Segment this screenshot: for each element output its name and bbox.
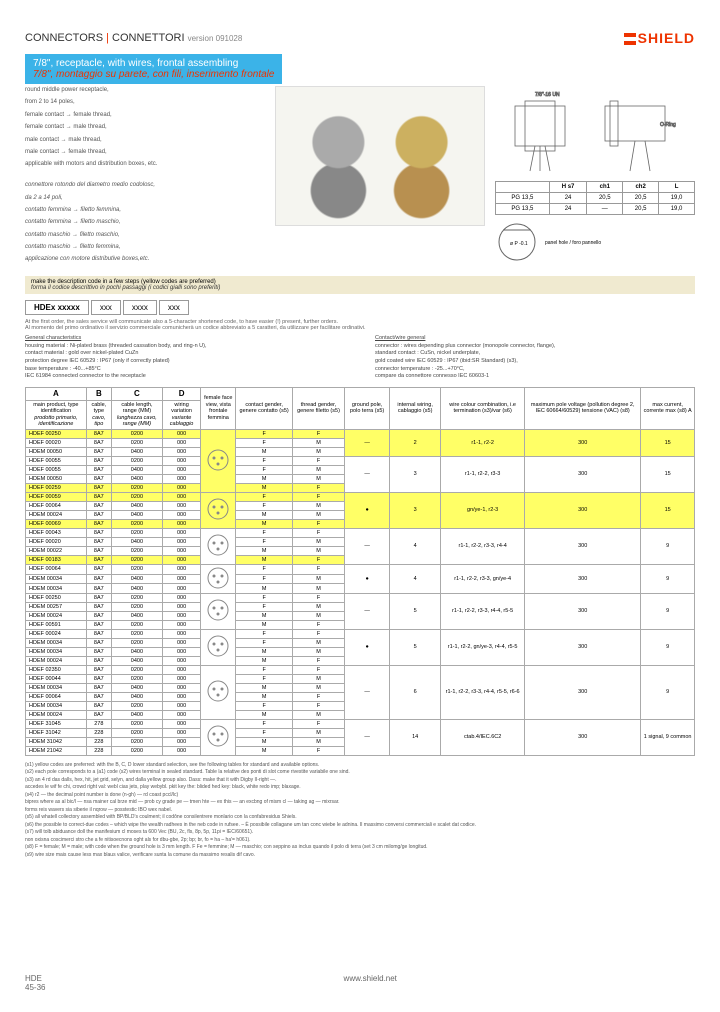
specs: General characteristics housing material… — [25, 335, 695, 381]
code-c: xxxx — [123, 300, 157, 315]
product-photo — [275, 86, 485, 226]
main-table: A B C D female face view, vista frontale… — [25, 387, 695, 756]
footer-left: HDE45-36 — [25, 974, 45, 992]
table-row: HDEF 000438A70200000FF—4r1-1, r2-2, r3-3… — [26, 528, 695, 537]
table-row: HDEF 002508A70200000FF—5r1-1, r2-2, r3-3… — [26, 593, 695, 602]
footer-url: www.shield.net — [344, 974, 397, 992]
specs-right: Contact/wire general connector : wires d… — [375, 335, 695, 381]
cat-en: CONNECTORS — [25, 32, 103, 44]
top-section: round middle power receptacle, from 2 to… — [25, 86, 695, 268]
table-row: HDEF 002508A70200000FF—2r1-1, r2-230015 — [26, 429, 695, 438]
dimension-table: H s7ch1ch2LPG 13,52420,520,519,0PG 13,52… — [495, 181, 695, 215]
footer: HDE45-36 www.shield.net — [25, 974, 695, 992]
svg-text:O-Ring: O-Ring — [660, 122, 676, 128]
table-row: HDEF 000598A70200000FF●3gn/ye-1, r2-3300… — [26, 492, 695, 501]
title-bar: 7/8", receptacle, with wires, frontal as… — [25, 54, 282, 84]
version: version 091028 — [188, 34, 243, 43]
table-row: HDEF 000248A70200000FF●5r1-1, r2-2, gn/y… — [26, 629, 695, 638]
specs-left: General characteristics housing material… — [25, 335, 345, 381]
code-d: xxx — [159, 300, 189, 315]
panel-hole-diagram: ø P -0.1 — [495, 220, 540, 265]
brand-logo: SHIELD — [624, 30, 695, 46]
code-b: xxx — [91, 300, 121, 315]
svg-text:7/8"-16 UN: 7/8"-16 UN — [535, 92, 560, 98]
table-row: HDEF 000558A70200000FF—3r1-1, r2-2, r3-3… — [26, 456, 695, 465]
table-row: HDEF 310452780200000FF—14ctab.4/IEC.6C23… — [26, 719, 695, 728]
page-header: CONNECTORS | CONNETTORI version 091028 S… — [25, 30, 695, 46]
code-instruction: make the description code in a few steps… — [25, 276, 695, 294]
footnotes: (s1) yellow codes are preferred: with th… — [25, 762, 695, 859]
table-row: HDEF 000648A70200000FF●4r1-1, r2-2, r3-3… — [26, 564, 695, 574]
description: round middle power receptacle, from 2 to… — [25, 86, 265, 268]
svg-text:ø P -0.1: ø P -0.1 — [510, 241, 528, 247]
technical-diagram: 7/8"-16 UN O-Ring H s7ch1ch2LPG 13,52420… — [495, 86, 695, 268]
tech-drawing: 7/8"-16 UN O-Ring — [495, 86, 695, 176]
cat-it: CONNETTORI — [112, 32, 185, 44]
code-boxes: HDEx xxxxx xxx xxxx xxx — [25, 300, 695, 315]
panel-note: panel hole / foro pannello — [545, 240, 601, 246]
table-row: HDEF 023508A70200000FF—6r1-1, r2-2, r3-3… — [26, 665, 695, 674]
header-category: CONNECTORS | CONNETTORI version 091028 — [25, 32, 242, 44]
code-a: HDEx xxxxx — [25, 300, 89, 315]
code-note: At the first order, the sales service wi… — [25, 319, 695, 331]
title-en: 7/8", receptacle, with wires, frontal as… — [33, 58, 274, 69]
title-it: 7/8", montaggio su parete, con fili, ins… — [33, 69, 274, 80]
